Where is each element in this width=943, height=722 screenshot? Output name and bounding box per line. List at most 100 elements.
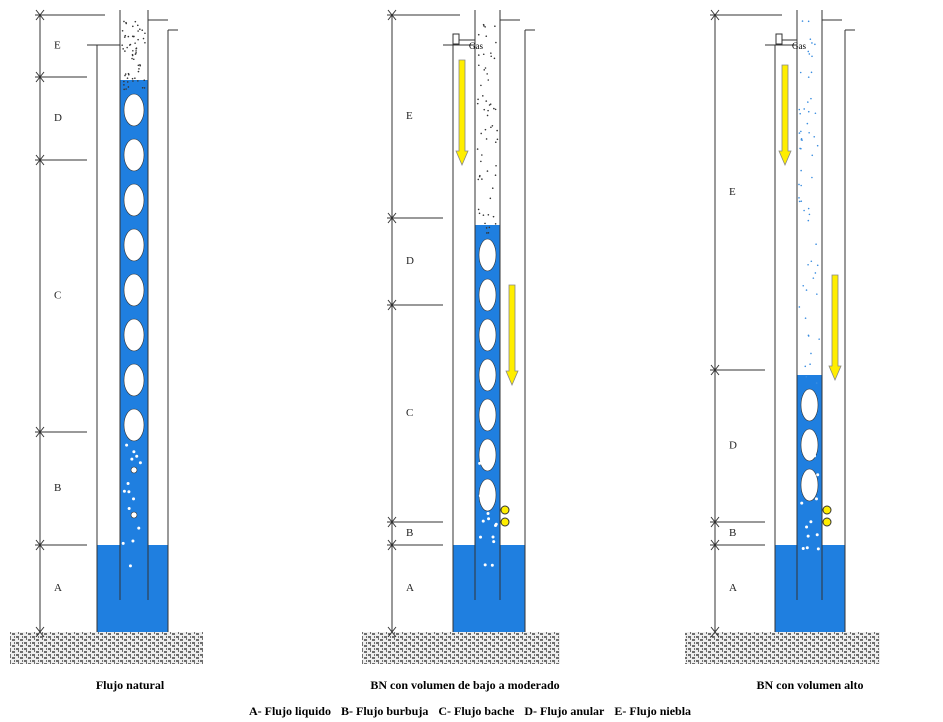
mist-dot [124, 34, 127, 37]
mist-dot [807, 219, 810, 222]
mist-dot [812, 277, 815, 279]
tick-arrow [710, 626, 720, 638]
mist-dot [143, 87, 146, 89]
mist-dot [811, 176, 813, 179]
tick-arrow [35, 539, 45, 551]
mist-dot [481, 154, 483, 156]
mist-dot [814, 43, 816, 46]
small-bubble [805, 546, 809, 550]
small-bubble [806, 534, 810, 538]
mist-dot [480, 132, 483, 135]
mist-dot [490, 55, 493, 58]
small-bubble [126, 481, 130, 485]
gas-arrow [505, 284, 519, 387]
mist-dot [124, 74, 126, 77]
small-bubble [482, 487, 486, 491]
gas-arrow [455, 59, 469, 167]
zone-label: E [406, 110, 413, 122]
gas-bubble [123, 273, 145, 307]
small-bubble [809, 520, 813, 524]
mist-dot [126, 81, 129, 83]
mist-dot [478, 212, 481, 215]
mist-dot [123, 80, 125, 83]
mist-dot [124, 50, 126, 52]
small-bubble [494, 522, 498, 526]
mist-dot [484, 26, 486, 28]
small-bubble [808, 474, 812, 478]
mist-dot [810, 260, 813, 263]
gas-bubble [130, 511, 138, 519]
mist-dot [144, 41, 146, 44]
gas-bubble [800, 428, 819, 462]
gas-valve [452, 33, 460, 45]
mist-dot [800, 130, 802, 133]
gas-bubble [478, 278, 497, 312]
mist-dot [800, 138, 803, 141]
tick-arrow [710, 539, 720, 551]
figure: E D C B A Flujo natural E D C B A Gas BN con volumen… [10, 9, 880, 692]
mist-dot [804, 317, 807, 319]
gas-bubble [478, 238, 497, 272]
zone-label: D [406, 255, 414, 267]
zone-label: E [729, 186, 736, 198]
mist-dot [495, 41, 497, 44]
zone-label: C [54, 290, 61, 302]
mist-dot [132, 25, 134, 28]
small-bubble [488, 493, 492, 497]
casing [87, 29, 178, 632]
mist-dot [139, 28, 141, 31]
mist-dot [798, 306, 801, 308]
tick-arrow [387, 212, 397, 224]
small-bubble [805, 525, 809, 529]
caption: Flujo natural [96, 678, 165, 692]
mist-dot [137, 70, 140, 73]
mist-dot [484, 128, 487, 131]
tick-arrow [710, 9, 720, 21]
mist-dot [477, 178, 480, 181]
liquid [97, 545, 168, 632]
tubing [796, 10, 842, 600]
small-bubble [122, 489, 126, 493]
mist-dot [483, 108, 486, 111]
mist-dot [814, 272, 817, 274]
mist-dot [135, 47, 138, 49]
gas-bubble [123, 408, 145, 442]
mist-dot [131, 77, 134, 80]
gas-label: Gas [469, 41, 483, 51]
zone-label: D [54, 112, 62, 124]
small-bubble [132, 450, 136, 454]
mist-dot [477, 208, 480, 211]
small-bubble [131, 539, 135, 543]
gas-bubble [800, 388, 819, 422]
mist-dot [131, 57, 133, 60]
mist-dot [123, 88, 125, 91]
mist-dot [488, 104, 491, 106]
caption: BN con volumen alto [756, 678, 863, 692]
small-bubble [814, 497, 818, 501]
zone-label: B [54, 482, 61, 494]
mist-dot [485, 100, 488, 102]
gas-bubble [478, 398, 497, 432]
small-bubble [478, 461, 482, 465]
mist-dot [481, 95, 484, 97]
mist-dot [487, 79, 490, 81]
mist-dot [480, 84, 482, 87]
mist-dot [476, 148, 479, 150]
mist-dot [486, 232, 488, 234]
mist-dot [493, 57, 496, 60]
tick-arrow [710, 516, 720, 528]
mist-dot [494, 141, 497, 144]
zone-label: E [54, 40, 61, 52]
mist-dot [801, 20, 804, 22]
gas-valve [775, 33, 783, 45]
mist-dot [490, 52, 492, 54]
mist-dot [494, 174, 497, 176]
mist-dot [798, 197, 800, 199]
mist-dot [494, 108, 497, 111]
tick-arrow [35, 426, 45, 438]
mist-dot [798, 200, 801, 203]
caption: BN con volumen de bajo a moderado [370, 678, 559, 692]
liquid [775, 545, 845, 632]
well-diagram: E D C B A Flujo natural [10, 9, 203, 692]
